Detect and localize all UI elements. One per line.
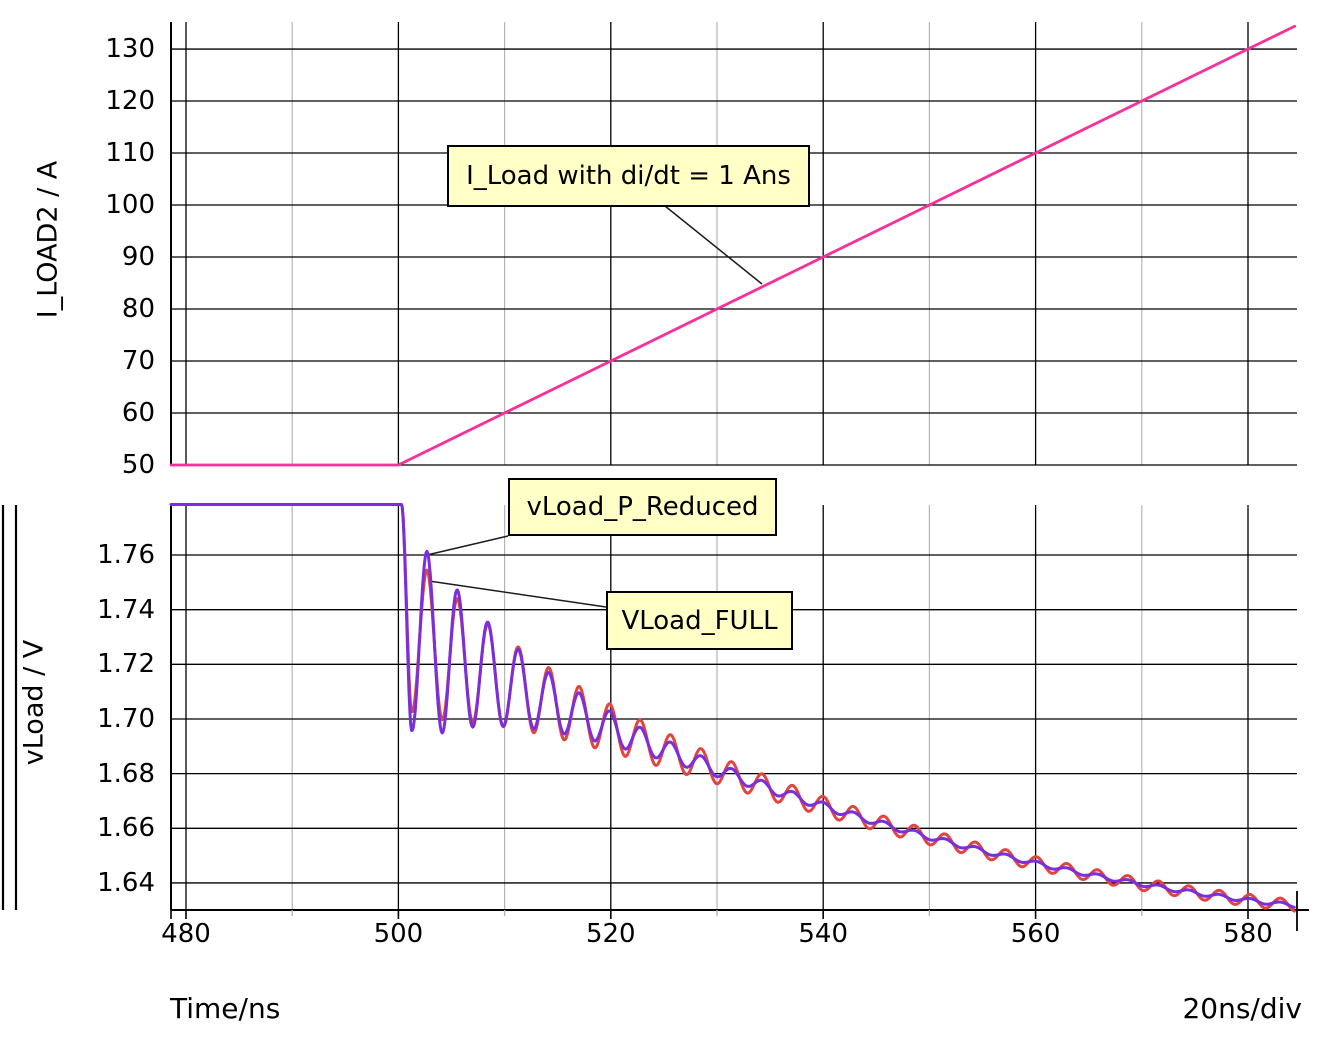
x-tick-label: 580 bbox=[1223, 919, 1273, 949]
top-y-tick-label: 50 bbox=[121, 450, 155, 480]
annotation-leader-line bbox=[426, 535, 509, 556]
top-y-tick-label: 80 bbox=[121, 294, 155, 324]
annotation-iload-didt-text: I_Load with di/dt = 1 Ans bbox=[466, 161, 791, 191]
annotation-vload-p-reduced-text: vLoad_P_Reduced bbox=[526, 492, 759, 522]
top-y-tick-label: 70 bbox=[121, 346, 155, 376]
x-tick-label: 520 bbox=[585, 919, 636, 949]
top-y-tick-label: 110 bbox=[105, 138, 155, 169]
bottom-y-tick-label: 1.66 bbox=[97, 813, 155, 844]
annotation-vload-full-text: VLoad_FULL bbox=[621, 605, 778, 636]
annotation-iload-didt: I_Load with di/dt = 1 Ans bbox=[447, 145, 810, 207]
top-y-tick-label: 120 bbox=[105, 86, 155, 117]
annotation-leader-line bbox=[428, 580, 607, 608]
annotation-vload-full: VLoad_FULL bbox=[606, 591, 793, 650]
top-y-tick-label: 90 bbox=[121, 242, 155, 273]
annotation-vload-p-reduced: vLoad_P_Reduced bbox=[508, 478, 777, 536]
x-tick-label: 540 bbox=[798, 919, 848, 949]
curve-vload-full bbox=[169, 503, 1296, 913]
bottom-y-tick-label: 1.64 bbox=[97, 867, 155, 898]
top-y-tick-label: 60 bbox=[121, 398, 155, 428]
curve-vload-p-reduced bbox=[169, 503, 1296, 909]
top-y-tick-label: 100 bbox=[105, 190, 155, 221]
x-tick-label: 560 bbox=[1010, 919, 1061, 949]
curve-i-load bbox=[169, 24, 1297, 467]
bottom-y-tick-label: 1.68 bbox=[97, 758, 155, 789]
x-axis-title: Time/ns bbox=[170, 992, 281, 1025]
x-tick-label: 500 bbox=[373, 919, 424, 949]
bottom-y-tick-label: 1.72 bbox=[97, 649, 155, 680]
top-y-tick-label: 130 bbox=[105, 34, 155, 65]
annotation-leader-line bbox=[664, 205, 763, 285]
x-scale-per-div-label: 20ns/div bbox=[1182, 992, 1302, 1025]
bottom-y-tick-label: 1.74 bbox=[97, 594, 155, 625]
bottom-y-tick-label: 1.70 bbox=[97, 703, 155, 734]
bottom-y-tick-label: 1.76 bbox=[97, 540, 155, 570]
x-tick-label: 480 bbox=[161, 919, 211, 949]
